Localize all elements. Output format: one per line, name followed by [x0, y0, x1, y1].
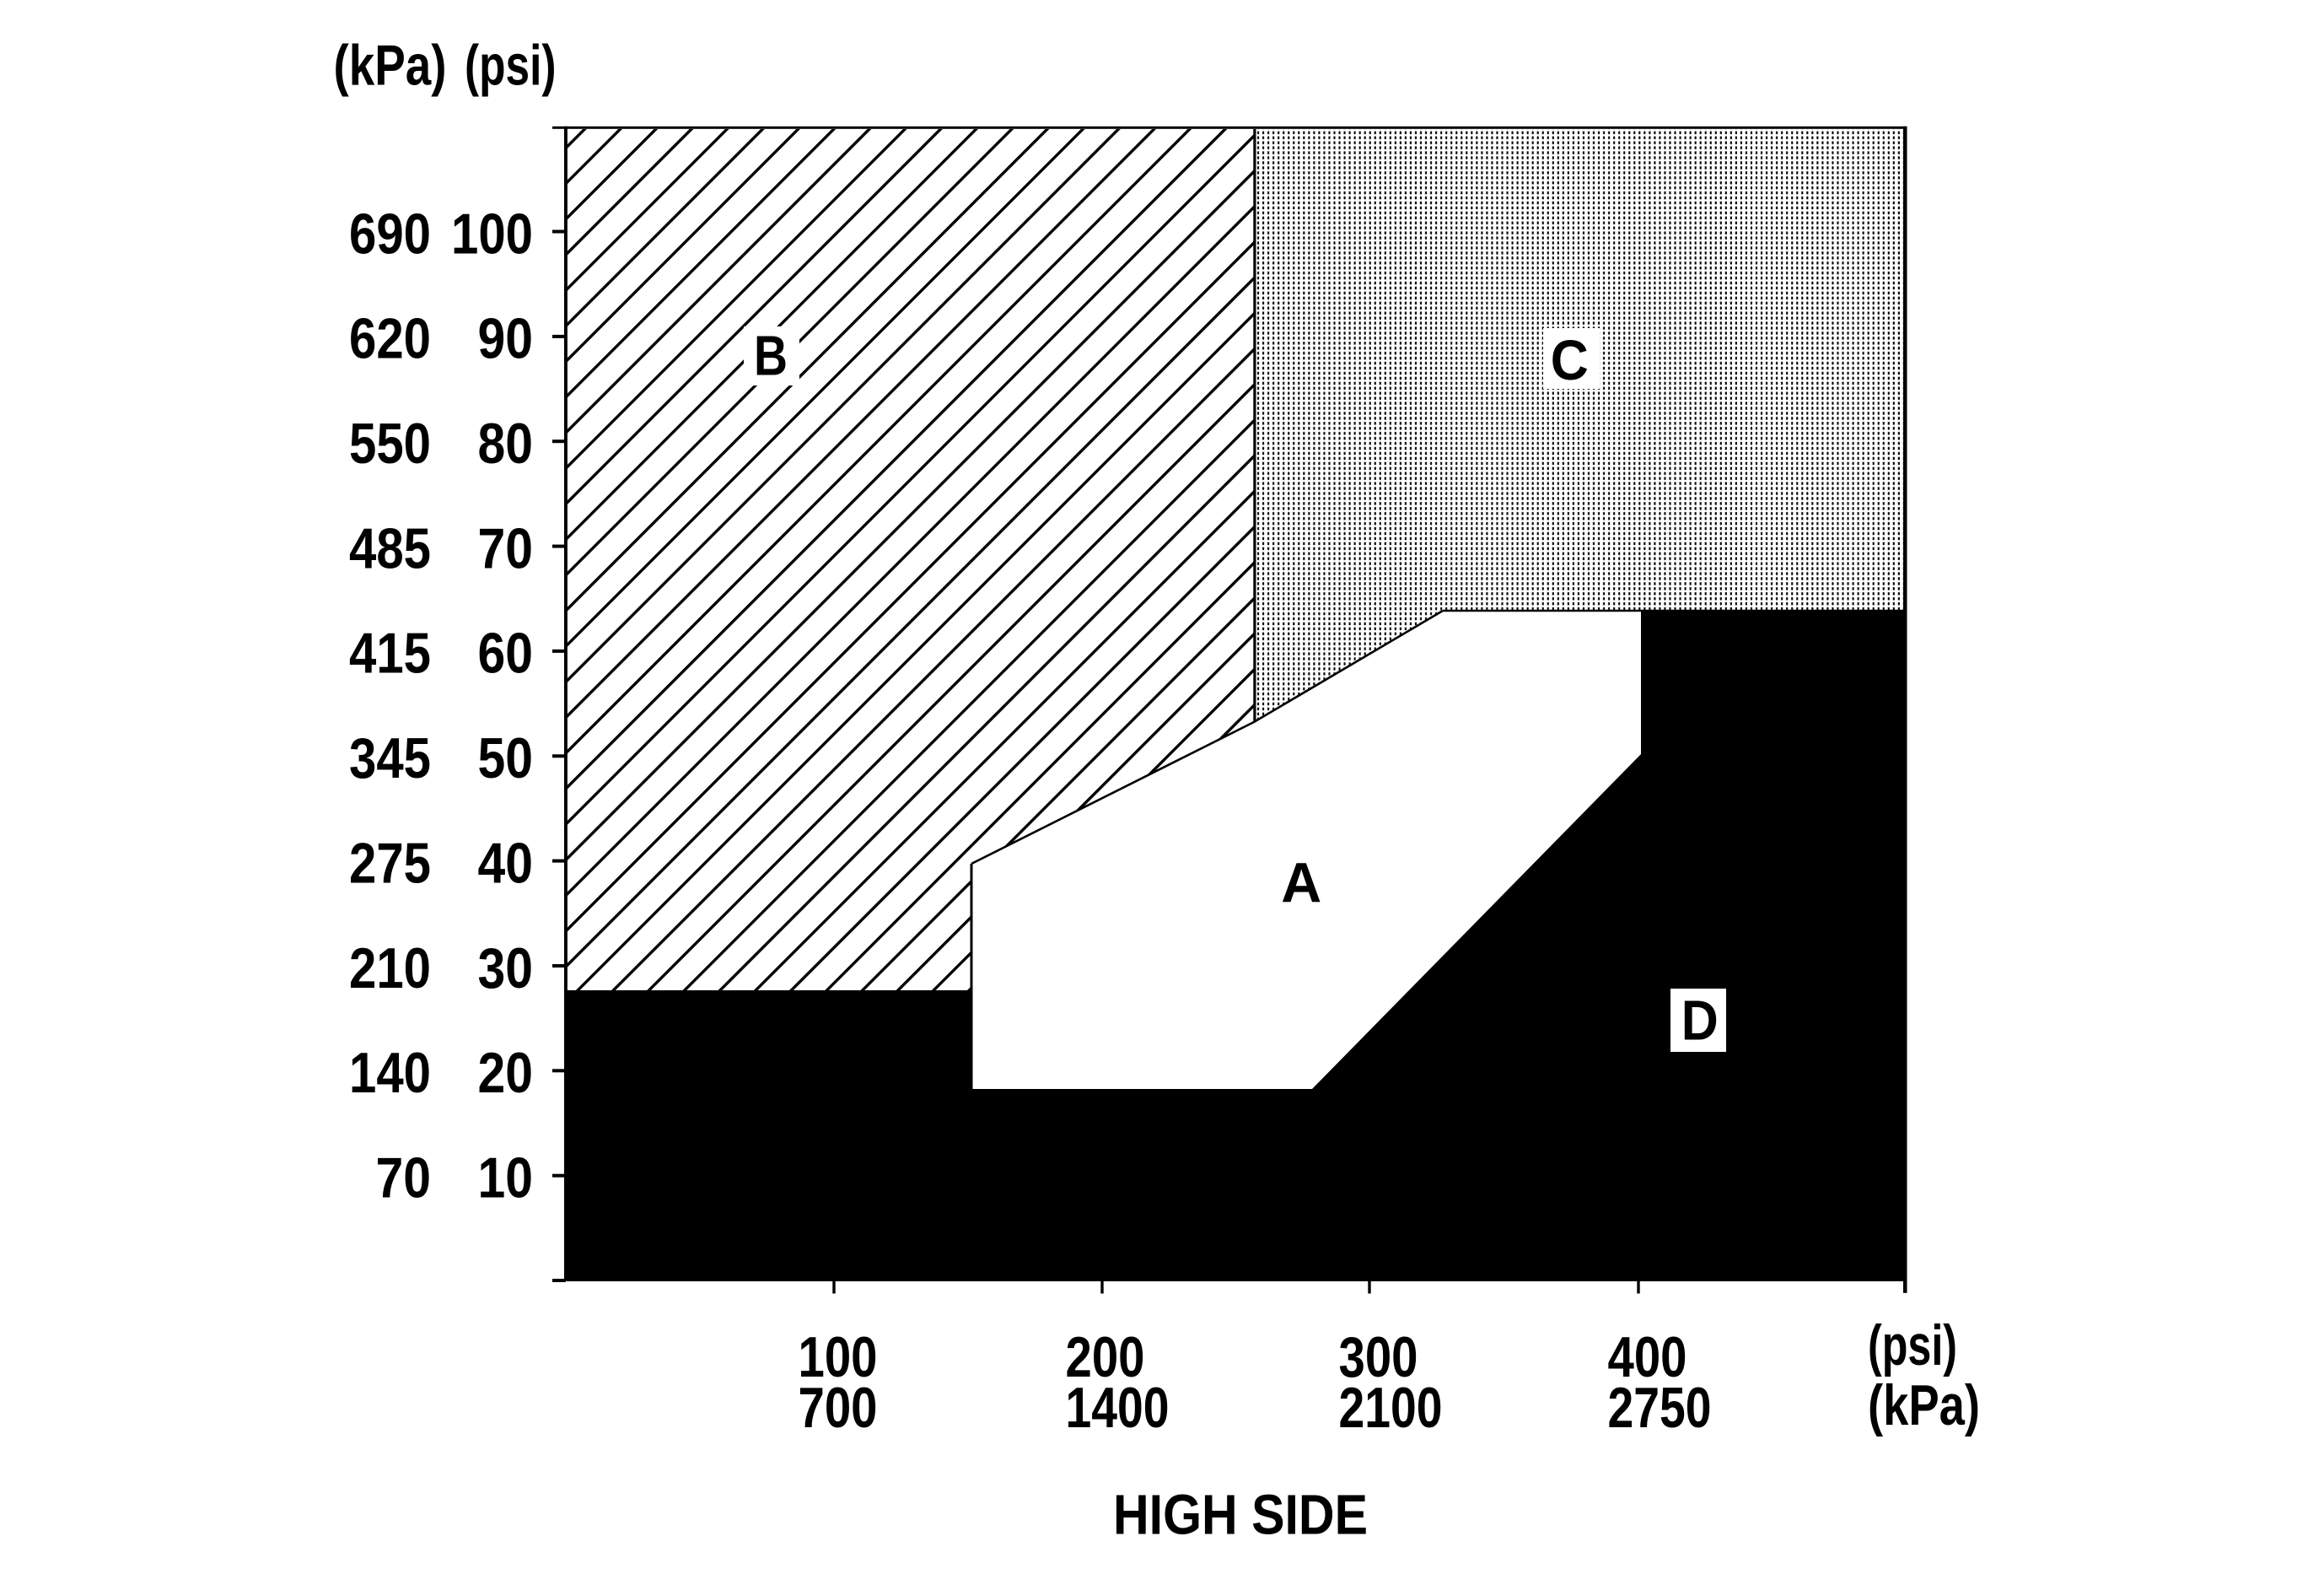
- svg-text:1400: 1400: [1066, 1376, 1170, 1440]
- svg-text:70: 70: [376, 1146, 432, 1210]
- svg-text:700: 700: [799, 1376, 878, 1440]
- svg-text:(kPa): (kPa): [1868, 1373, 1980, 1437]
- svg-text:2100: 2100: [1339, 1376, 1443, 1440]
- svg-text:275: 275: [349, 831, 431, 895]
- svg-text:300: 300: [1339, 1325, 1418, 1389]
- svg-text:415: 415: [349, 622, 431, 686]
- svg-text:30: 30: [478, 936, 534, 1000]
- svg-text:10: 10: [478, 1146, 534, 1210]
- svg-text:400: 400: [1608, 1325, 1687, 1389]
- svg-text:140: 140: [349, 1041, 431, 1105]
- svg-text:550: 550: [349, 412, 431, 476]
- svg-text:(kPa): (kPa): [334, 33, 447, 97]
- svg-text:90: 90: [478, 307, 534, 371]
- svg-text:B: B: [754, 324, 788, 387]
- svg-text:200: 200: [1066, 1325, 1145, 1389]
- svg-text:485: 485: [349, 516, 431, 580]
- svg-text:C: C: [1551, 329, 1589, 392]
- svg-text:A: A: [1281, 851, 1321, 914]
- svg-text:(psi): (psi): [1868, 1313, 1957, 1377]
- svg-text:210: 210: [349, 936, 431, 1000]
- svg-text:345: 345: [349, 726, 431, 790]
- svg-text:(psi): (psi): [465, 33, 557, 97]
- svg-text:20: 20: [478, 1041, 534, 1105]
- svg-text:2750: 2750: [1608, 1376, 1712, 1440]
- svg-text:50: 50: [478, 726, 534, 790]
- svg-text:690: 690: [349, 202, 431, 266]
- svg-text:70: 70: [478, 516, 534, 580]
- svg-text:100: 100: [799, 1325, 878, 1389]
- svg-text:HIGH SIDE: HIGH SIDE: [1113, 1484, 1368, 1547]
- svg-text:100: 100: [451, 202, 533, 266]
- svg-text:40: 40: [478, 831, 534, 895]
- svg-text:60: 60: [478, 622, 534, 686]
- svg-text:620: 620: [349, 307, 431, 371]
- svg-text:80: 80: [478, 412, 534, 476]
- svg-text:D: D: [1681, 989, 1719, 1053]
